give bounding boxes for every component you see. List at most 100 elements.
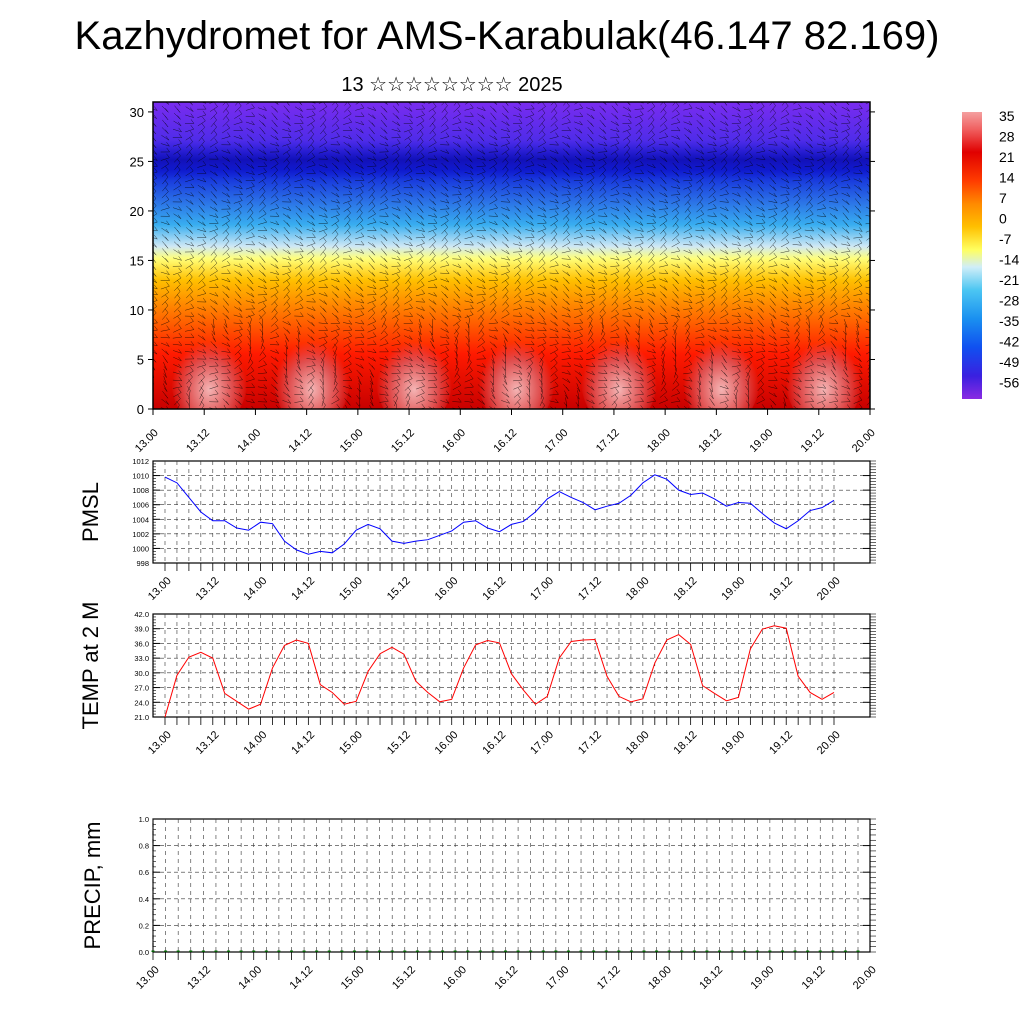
wind-barb [573,172,583,175]
wind-barb-flag [590,201,595,207]
wind-barb-flag [238,208,242,214]
wind-barb [188,390,191,400]
wind-barb-flag [178,363,182,369]
wind-barb [598,151,608,153]
wind-barb-flag [274,108,278,113]
wind-barb-flag [567,118,571,123]
wind-barb-flag [371,143,376,149]
wind-barb-flag [458,190,462,195]
wind-barb [647,371,656,376]
wind-barb-flag [287,206,292,211]
wind-barb-flag [636,345,640,350]
wind-barb-flag [798,310,802,315]
wind-barb-flag [700,173,704,178]
wind-barb [404,342,413,348]
wind-barb-flag [591,235,595,240]
wind-barb-flag [565,158,570,163]
wind-barb-flag [627,159,631,164]
wind-barb-flag [518,235,522,241]
wind-barb-flag [518,130,522,136]
wind-barb-flag [445,399,450,404]
wind-barb-flag [676,307,680,312]
wind-barb [160,285,170,290]
wind-barb-flag [579,355,584,360]
wind-barb [756,351,766,353]
wind-barb-flag [517,208,521,213]
wind-barb [525,237,535,239]
wind-barb-flag [494,326,498,332]
wind-barb-flag [591,296,595,301]
wind-barb [379,285,389,290]
wind-barb [282,249,291,255]
wind-barb-flag [457,184,462,189]
wind-barb [392,169,400,178]
wind-barb-flag [555,210,559,215]
wind-barb-flag [737,348,741,353]
wind-barb-flag [773,336,777,341]
wind-barb [586,222,595,225]
wind-barb-flag [251,383,255,388]
wind-barb [744,148,752,156]
wind-barb-flag [348,384,352,390]
wind-barb-flag [577,272,582,278]
wind-barb [440,328,449,333]
wind-barb-flag [481,272,485,277]
wind-barb [282,213,291,219]
wind-barb-flag [638,265,643,271]
wind-barb-flag [348,190,353,195]
wind-barb-flag [579,331,583,337]
wind-barb [768,358,778,360]
wind-barb-flag [567,190,571,195]
wind-barb [419,407,425,409]
wind-barb-flag [737,367,741,372]
wind-barb [501,120,510,126]
wind-barb [294,193,304,197]
wind-barb-flag [554,358,558,364]
wind-barb-flag [358,380,362,385]
wind-barb-flag [178,139,182,144]
wind-barb-flag [383,129,388,134]
wind-barb-flag [555,398,559,404]
wind-barb [757,126,764,135]
wind-barb [708,312,716,320]
wind-barb-flag [421,363,425,369]
wind-barb-flag [697,387,701,393]
wind-barb-flag [749,306,753,311]
wind-barb-flag [614,301,619,307]
wind-barb [209,407,215,409]
wind-barb [829,213,838,220]
wind-barb [153,184,157,189]
wind-barb [246,163,255,169]
wind-barb-flag [640,169,644,174]
wind-barb-flag [749,327,754,332]
wind-barb-flag [725,396,729,401]
wind-barb [271,184,278,192]
wind-barb [282,193,292,197]
wind-barb-flag [614,222,619,227]
wind-barb [476,350,486,354]
wind-barb-flag [239,384,243,389]
wind-barb [318,150,328,154]
wind-barb [477,399,485,405]
wind-barb-flag [796,151,801,156]
wind-barb-flag [663,244,667,250]
wind-barb-flag [420,273,424,278]
wind-barb-flag [202,227,207,232]
wind-barb-flag [614,165,618,171]
wind-barb-flag [687,351,692,357]
wind-barb-flag [603,287,607,293]
wind-barb [647,298,655,305]
wind-barb-flag [627,253,632,258]
wind-barb [173,364,182,369]
wind-barb-flag [322,115,327,121]
wind-barb-flag [287,214,291,219]
wind-barb-flag [480,330,485,335]
wind-barb [574,185,583,190]
wind-barb-flag [687,194,691,199]
wind-barb [306,370,316,376]
wind-barb [720,113,728,120]
wind-barb-flag [251,120,255,125]
wind-barb-flag [518,364,522,369]
wind-barb-flag [299,131,303,136]
wind-barb-flag [772,179,776,185]
